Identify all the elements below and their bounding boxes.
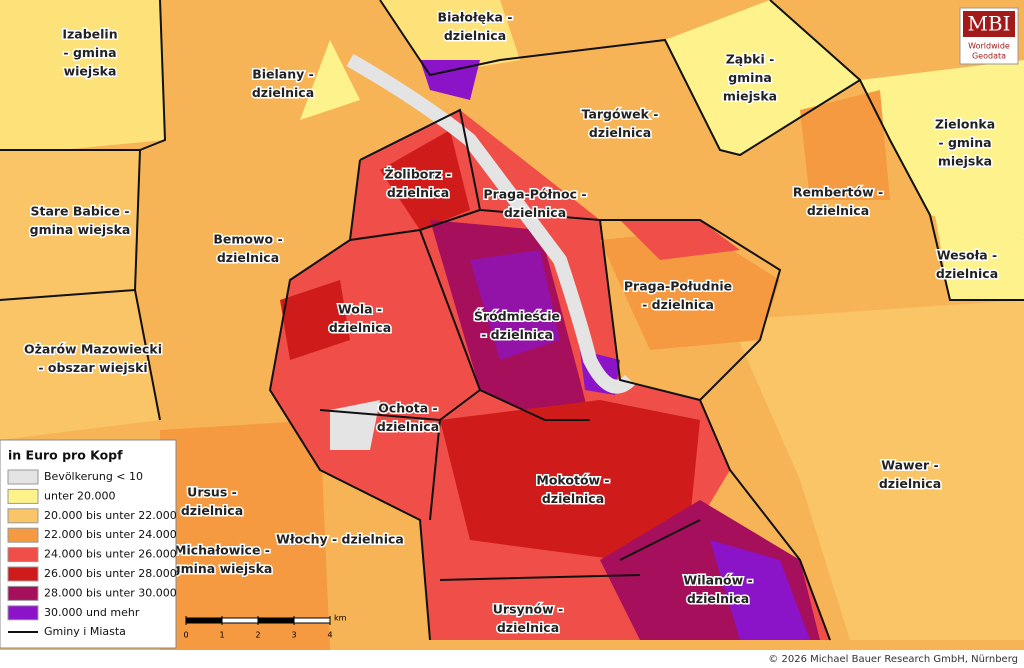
district-label: Izabelin	[62, 27, 117, 42]
income-areas	[270, 40, 890, 640]
scale-tick-label: 4	[327, 631, 332, 640]
district-label: Wesoła -	[937, 248, 997, 263]
district-label: Ursus -	[187, 485, 237, 500]
legend-swatch	[7, 605, 39, 621]
district-label: Stare Babice -	[30, 204, 129, 219]
district-label: Białołęka -	[438, 10, 513, 25]
legend-swatch	[7, 469, 39, 485]
scale-bar-segment	[186, 618, 222, 623]
district-label: dzielnica	[542, 491, 604, 506]
district-label: dzielnica	[687, 591, 749, 606]
outer-areas	[0, 0, 1024, 650]
district-label: dzielnica	[181, 503, 243, 518]
district-label: Bielany -	[252, 67, 314, 82]
scale-tick-label: 2	[255, 631, 260, 640]
scale-unit: km	[334, 614, 347, 623]
district-label: dzielnica	[377, 419, 439, 434]
logo-title: MBI	[967, 12, 1010, 36]
district-label: gmina wiejska	[30, 222, 131, 237]
legend-label: 20.000 bis unter 22.000	[44, 509, 177, 522]
river	[346, 53, 635, 394]
scale-tick-label: 3	[291, 631, 296, 640]
district-label: - dzielnica	[481, 327, 553, 342]
district-label: Targówek -	[582, 107, 659, 122]
district-label: Praga-Północ -	[483, 187, 586, 202]
legend-label: 28.000 bis unter 30.000	[44, 586, 177, 599]
district-label: dzielnica	[807, 203, 869, 218]
legend-swatch	[7, 566, 39, 582]
district-label: Ząbki -	[726, 52, 775, 67]
district-label: dzielnica	[936, 266, 998, 281]
district-label: dzielnica	[504, 205, 566, 220]
boundaries	[0, 0, 1024, 641]
district-label: Mokotów -	[536, 473, 609, 488]
district-label: Ochota -	[378, 401, 437, 416]
legend-swatch	[7, 547, 39, 563]
district-label: dzielnica	[387, 185, 449, 200]
copyright: © 2026 Michael Bauer Research GmbH, Nürn…	[768, 654, 1018, 665]
legend-label: 30.000 und mehr	[44, 606, 140, 619]
district-label: Żoliborz -	[385, 167, 452, 182]
district-label: dzielnica	[252, 85, 314, 100]
legend-label: 26.000 bis unter 28.000	[44, 567, 177, 580]
legend-label: 24.000 bis unter 26.000	[44, 548, 177, 561]
district-label: miejska	[938, 154, 992, 169]
district-label: - gmina	[63, 45, 116, 60]
scale-tick-label: 0	[183, 631, 188, 640]
district-label: Wawer -	[881, 458, 939, 473]
district-label: dzielnica	[329, 320, 391, 335]
scale-bar-segment	[258, 618, 294, 623]
district-label: dzielnica	[589, 125, 651, 140]
legend-label: Gminy i Miasta	[44, 625, 126, 638]
district-label: gmina wiejska	[172, 561, 273, 576]
legend-swatch	[7, 527, 39, 543]
district-label: - gmina	[938, 135, 991, 150]
district-label: wiejska	[64, 64, 117, 79]
legend-swatch	[7, 488, 39, 504]
district-label: Bemowo -	[213, 232, 282, 247]
legend-swatch	[7, 508, 39, 524]
district-label: - obszar wiejski	[38, 360, 147, 375]
logo-text: Geodata	[972, 52, 1006, 61]
legend-label: 22.000 bis unter 24.000	[44, 528, 177, 541]
logo-text: Worldwide	[968, 42, 1010, 51]
district-label: Wola -	[338, 302, 382, 317]
district-label: dzielnica	[497, 620, 559, 635]
district-label: Rembertów -	[793, 185, 883, 200]
logo-band	[963, 11, 1015, 37]
district-label: gmina	[728, 70, 772, 85]
district-label: Ursynów -	[493, 602, 563, 617]
district-label: dzielnica	[879, 476, 941, 491]
district-label: Praga-Południe	[624, 279, 732, 294]
district-label: Śródmieście	[474, 309, 560, 324]
legend-title: in Euro pro Kopf	[8, 448, 123, 463]
district-label: Michałowice -	[174, 543, 270, 558]
district-label: dzielnica	[217, 250, 279, 265]
district-label: miejska	[723, 89, 777, 104]
district-label: Wilanów -	[683, 573, 752, 588]
scale-tick-label: 1	[219, 631, 224, 640]
district-label: dzielnica	[444, 28, 506, 43]
district-label: Zielonka	[935, 117, 995, 132]
district-label: Włochy - dzielnica	[276, 532, 404, 547]
legend-label: Bevölkerung < 10	[44, 470, 143, 483]
district-label: Ożarów Mazowiecki	[24, 342, 162, 357]
legend-label: unter 20.000	[44, 489, 116, 502]
district-label: - dzielnica	[642, 297, 714, 312]
legend-swatch	[7, 585, 39, 601]
